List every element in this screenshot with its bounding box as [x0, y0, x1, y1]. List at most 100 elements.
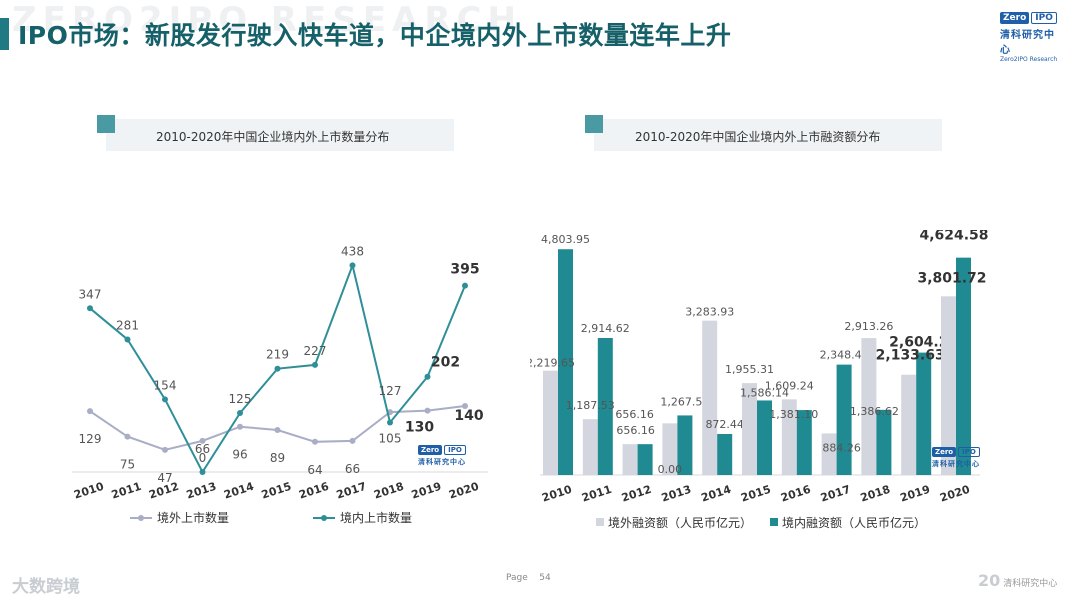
left-chart-title: 2010-2020年中国企业境内外上市数量分布	[156, 130, 390, 144]
point-domestic-2014	[237, 410, 243, 417]
bar-overseas-2020	[941, 296, 956, 475]
data-label-domestic-2015: 219	[266, 348, 289, 362]
mini-logo-ipo: IPO	[444, 445, 466, 455]
legend-swatch-domestic	[770, 518, 778, 526]
data-label-overseas-2018: 2,913.26	[844, 320, 893, 333]
x-tick-2013: 2013	[660, 483, 693, 505]
data-label-domestic-2014: 125	[229, 392, 252, 406]
footer-page-label: Page	[506, 573, 528, 583]
data-label-domestic-2020: 395	[450, 262, 479, 278]
bar-domestic-2017	[836, 364, 852, 475]
data-label-domestic-2016: 227	[304, 344, 327, 358]
logo-zero-text: Zero	[1000, 12, 1030, 24]
data-label-domestic-2012: 154	[154, 378, 177, 392]
point-domestic-2013	[199, 469, 206, 475]
bar-overseas-2014	[702, 320, 718, 475]
data-label-domestic-2020: 4,624.58	[919, 230, 988, 244]
bar-overseas-2016	[781, 399, 797, 475]
right-chart-mini-logo: Zero IPO 清科研究中心	[932, 447, 984, 469]
data-label-overseas-2010: 129	[79, 432, 102, 446]
footer-page-number: Page 54	[506, 573, 551, 583]
data-label-overseas-2012: 656.16	[616, 424, 655, 437]
x-tick-2010: 2010	[72, 480, 105, 502]
x-tick-2019: 2019	[899, 483, 932, 505]
data-label-overseas-2013: 66	[195, 442, 210, 456]
background-watermark: ZERO2IPO RESEARCH	[12, 0, 522, 40]
bar-domestic-2019	[916, 352, 932, 475]
x-tick-2017: 2017	[819, 483, 852, 505]
data-label-domestic-2016: 1,381.10	[769, 408, 818, 421]
legend-label-overseas: 境外融资额（人民币亿元）	[608, 515, 752, 530]
data-label-domestic-2017: 2,348.49	[820, 349, 869, 362]
data-label-overseas-2011: 1,187.53	[566, 399, 615, 412]
point-domestic-2018	[387, 419, 393, 426]
point-overseas-2017	[349, 437, 356, 444]
x-tick-2015: 2015	[260, 480, 293, 502]
footer-page-value: 54	[539, 573, 551, 583]
x-tick-2010: 2010	[540, 483, 573, 505]
footer-brand-watermark: 大数跨境	[12, 577, 80, 597]
mini-logo-zero: Zero	[418, 445, 443, 455]
data-label-overseas-2010: 2,219.65	[530, 357, 575, 370]
legend-label-domestic: 境内融资额（人民币亿元）	[782, 515, 926, 530]
data-label-overseas-2020: 140	[454, 408, 483, 424]
data-label-overseas-2015: 89	[270, 451, 285, 465]
title-accent-bar	[0, 18, 9, 50]
point-domestic-2011	[124, 336, 131, 343]
page-title: IPO市场：新股发行驶入快车道，中企境内外上市数量连年上升	[18, 21, 732, 50]
x-tick-2018: 2018	[859, 483, 892, 505]
bar-domestic-2011	[597, 338, 613, 475]
financing-bar-chart: 2,219.65 4,803.95 2010 1,187.53 2,914.62 2011…	[530, 230, 989, 530]
x-tick-2017: 2017	[335, 480, 368, 502]
legend-marker-domestic	[321, 515, 327, 521]
footer-right-num: 20	[978, 571, 1001, 590]
bar-domestic-2013	[677, 415, 693, 475]
point-overseas-2014	[237, 423, 243, 430]
mini-logo-cn: 清科研究中心	[418, 458, 466, 466]
footer-right-text: 清科研究中心	[1003, 579, 1058, 589]
bar-overseas-2012	[622, 444, 638, 475]
point-overseas-2019	[424, 407, 431, 414]
bar-overseas-2010	[543, 370, 558, 475]
bar-domestic-2016	[796, 410, 812, 475]
logo-ipo-text: IPO	[1031, 12, 1057, 24]
bar-domestic-2015	[757, 400, 772, 475]
right-chart-header-square	[585, 115, 603, 133]
data-label-domestic-2015: 1,586.14	[740, 386, 789, 399]
data-label-domestic-2011: 281	[116, 318, 139, 332]
legend-label-overseas: 境外上市数量	[157, 510, 229, 525]
data-label-overseas-2019: 130	[405, 420, 434, 436]
bar-overseas-2011	[582, 419, 598, 475]
bar-domestic-2020	[956, 257, 971, 475]
x-tick-2020: 2020	[447, 480, 480, 502]
bar-overseas-2015	[742, 383, 757, 475]
footer-right-brand: 20 清科研究中心	[978, 571, 1057, 590]
legend-marker-overseas	[138, 515, 144, 521]
legend-swatch-overseas	[596, 518, 604, 526]
data-label-domestic-2011: 2,914.62	[581, 322, 630, 335]
data-label-overseas-2018: 127	[379, 384, 402, 398]
data-label-overseas-2014: 96	[232, 448, 247, 462]
point-domestic-2017	[349, 262, 356, 269]
data-label-domestic-2017: 438	[341, 244, 364, 258]
logo-cn-text: 清科研究中心	[1000, 30, 1055, 56]
x-tick-2013: 2013	[185, 480, 218, 502]
data-label-overseas-2014: 3,283.93	[685, 306, 734, 319]
data-label-overseas-2016: 1,609.24	[765, 379, 814, 392]
data-label-domestic-2013: 1,267.52	[660, 395, 709, 408]
point-domestic-2010	[87, 305, 93, 312]
bar-domestic-2018	[876, 409, 892, 475]
x-tick-2016: 2016	[779, 483, 812, 505]
x-tick-2016: 2016	[297, 480, 330, 502]
bar-overseas-2013	[662, 423, 678, 475]
bar-domestic-2012	[637, 444, 653, 475]
x-tick-2012: 2012	[147, 480, 180, 502]
point-overseas-2010	[87, 408, 93, 415]
data-label-overseas-2012: 47	[157, 471, 172, 485]
point-domestic-2012	[162, 396, 168, 403]
data-label-domestic-2012: 656.16	[615, 408, 654, 421]
point-overseas-2011	[124, 433, 131, 440]
data-label-domestic-2010: 347	[79, 287, 102, 301]
bar-domestic-2010	[558, 249, 573, 475]
data-label-domestic-2019: 2,604.25	[889, 335, 958, 351]
